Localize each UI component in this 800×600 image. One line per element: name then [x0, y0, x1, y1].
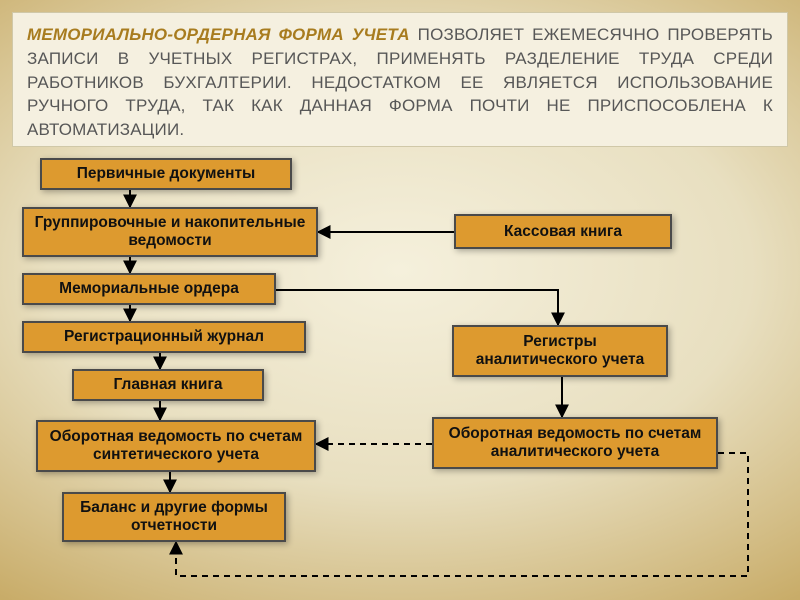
node-label: Первичные документы	[77, 165, 256, 183]
node-memo: Мемориальные ордера	[22, 273, 276, 305]
edge-memo-analreg	[276, 290, 558, 325]
node-turnsyn: Оборотная ведомость по счетам синтетичес…	[36, 420, 316, 472]
node-label: Оборотная ведомость по счетам синтетичес…	[46, 428, 306, 464]
node-primary: Первичные документы	[40, 158, 292, 190]
node-label: Оборотная ведомость по счетам аналитичес…	[442, 425, 708, 461]
node-label: Группировочные и накопительные ведомости	[32, 214, 308, 250]
flowchart: Первичные документы Группировочные и нако…	[0, 0, 800, 600]
node-analreg: Регистры аналитического учета	[452, 325, 668, 377]
node-regj: Регистрационный журнал	[22, 321, 306, 353]
node-main: Главная книга	[72, 369, 264, 401]
node-turnanal: Оборотная ведомость по счетам аналитичес…	[432, 417, 718, 469]
node-group: Группировочные и накопительные ведомости	[22, 207, 318, 257]
node-label: Баланс и другие формы отчетности	[72, 499, 276, 535]
node-label: Кассовая книга	[504, 223, 622, 241]
node-cash: Кассовая книга	[454, 214, 672, 249]
node-balance: Баланс и другие формы отчетности	[62, 492, 286, 542]
node-label: Главная книга	[113, 376, 222, 394]
node-label: Регистры аналитического учета	[462, 333, 658, 369]
node-label: Регистрационный журнал	[64, 328, 264, 346]
node-label: Мемориальные ордера	[59, 280, 239, 298]
